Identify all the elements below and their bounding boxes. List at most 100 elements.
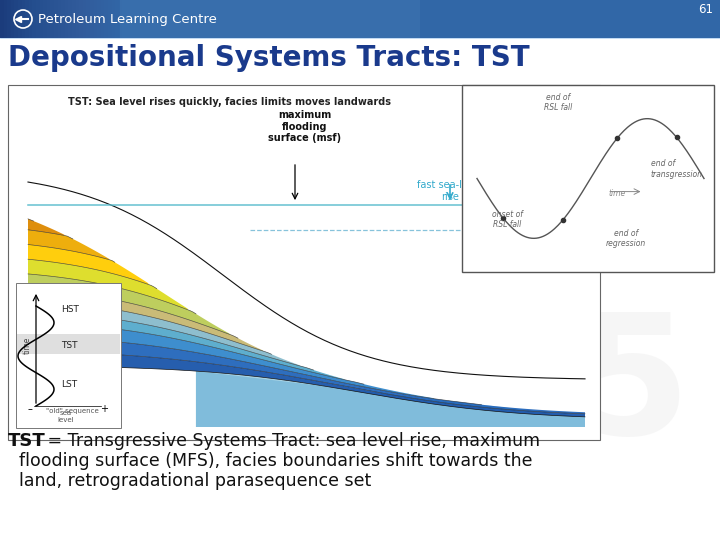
- Bar: [137, 0, 720, 38]
- Bar: [22, 0, 720, 38]
- Bar: [0, 0, 720, 38]
- Bar: [17, 334, 120, 354]
- Bar: [112, 0, 720, 38]
- Bar: [25, 0, 720, 38]
- Bar: [187, 0, 720, 38]
- Text: TST: TST: [61, 341, 78, 350]
- Text: time: time: [22, 337, 32, 354]
- Bar: [173, 0, 720, 38]
- Bar: [180, 0, 720, 38]
- Bar: [0, 0, 720, 38]
- Text: Depositional Systems Tracts: TST: Depositional Systems Tracts: TST: [8, 44, 530, 72]
- Bar: [209, 0, 720, 38]
- Text: end of
regression: end of regression: [606, 228, 646, 248]
- Bar: [104, 0, 720, 38]
- Bar: [144, 0, 720, 38]
- Text: "old" sequence: "old" sequence: [46, 408, 99, 414]
- Bar: [40, 0, 720, 38]
- Text: land, retrogradational parasequence set: land, retrogradational parasequence set: [8, 472, 372, 490]
- Bar: [108, 0, 720, 38]
- Polygon shape: [28, 288, 263, 351]
- Bar: [166, 0, 720, 38]
- Polygon shape: [28, 230, 109, 260]
- Bar: [191, 0, 720, 38]
- Bar: [61, 0, 720, 38]
- Polygon shape: [28, 259, 187, 309]
- Bar: [32, 0, 720, 38]
- Text: 61: 61: [698, 3, 713, 16]
- Polygon shape: [28, 371, 585, 427]
- Bar: [205, 0, 720, 38]
- Bar: [194, 0, 720, 38]
- Text: HST: HST: [61, 305, 79, 314]
- Bar: [65, 0, 720, 38]
- Text: +: +: [100, 404, 108, 414]
- Bar: [72, 0, 720, 38]
- Bar: [29, 0, 720, 38]
- Text: LST: LST: [61, 380, 77, 389]
- Bar: [18, 0, 720, 38]
- Bar: [14, 0, 720, 38]
- Text: sea
level: sea level: [58, 410, 74, 423]
- Bar: [7, 0, 720, 38]
- Text: TST: Sea level rises quickly, facies limits moves landwards: TST: Sea level rises quickly, facies lim…: [68, 97, 391, 107]
- Polygon shape: [28, 336, 585, 414]
- Polygon shape: [28, 310, 344, 380]
- Bar: [202, 0, 720, 38]
- Bar: [158, 0, 720, 38]
- Polygon shape: [28, 274, 230, 334]
- Bar: [8, 85, 600, 440]
- Bar: [169, 0, 720, 38]
- Bar: [50, 0, 720, 38]
- Bar: [151, 0, 720, 38]
- Text: 5: 5: [574, 307, 690, 470]
- Polygon shape: [28, 219, 64, 235]
- Bar: [83, 0, 720, 38]
- Bar: [58, 0, 720, 38]
- Polygon shape: [28, 245, 148, 285]
- Bar: [16, 283, 121, 428]
- Text: Petroleum Learning Centre: Petroleum Learning Centre: [38, 12, 217, 25]
- Bar: [90, 0, 720, 38]
- Polygon shape: [196, 371, 585, 427]
- Text: maximum
flooding
surface (msf): maximum flooding surface (msf): [269, 110, 341, 143]
- Polygon shape: [28, 300, 300, 366]
- Bar: [76, 0, 720, 38]
- Bar: [148, 0, 720, 38]
- Bar: [119, 0, 720, 38]
- Bar: [115, 0, 720, 38]
- Bar: [122, 0, 720, 38]
- Text: TST: TST: [8, 432, 46, 450]
- Text: = Transgressive Systems Tract: sea level rise, maximum: = Transgressive Systems Tract: sea level…: [42, 432, 540, 450]
- Bar: [140, 0, 720, 38]
- Bar: [162, 0, 720, 38]
- Bar: [212, 0, 720, 38]
- Text: end of
transgression: end of transgression: [651, 159, 703, 179]
- Polygon shape: [28, 322, 434, 399]
- Text: –: –: [27, 404, 32, 414]
- Text: end of
RSL fall: end of RSL fall: [544, 93, 572, 112]
- Text: time: time: [608, 189, 626, 198]
- Bar: [130, 0, 720, 38]
- Text: flooding surface (MFS), facies boundaries shift towards the: flooding surface (MFS), facies boundarie…: [8, 452, 533, 470]
- Bar: [126, 0, 720, 38]
- Bar: [94, 0, 720, 38]
- Bar: [133, 0, 720, 38]
- Bar: [36, 0, 720, 38]
- Bar: [54, 0, 720, 38]
- Bar: [79, 0, 720, 38]
- Bar: [47, 0, 720, 38]
- Bar: [97, 0, 720, 38]
- Bar: [176, 0, 720, 38]
- Bar: [101, 0, 720, 38]
- Bar: [184, 0, 720, 38]
- Bar: [86, 0, 720, 38]
- Bar: [43, 0, 720, 38]
- Bar: [4, 0, 720, 38]
- Bar: [68, 0, 720, 38]
- Text: onset of
RSL fall: onset of RSL fall: [492, 210, 523, 230]
- Text: fast sea-level
rise: fast sea-level rise: [418, 180, 482, 201]
- Bar: [462, 85, 714, 272]
- Bar: [198, 0, 720, 38]
- FancyBboxPatch shape: [120, 0, 420, 38]
